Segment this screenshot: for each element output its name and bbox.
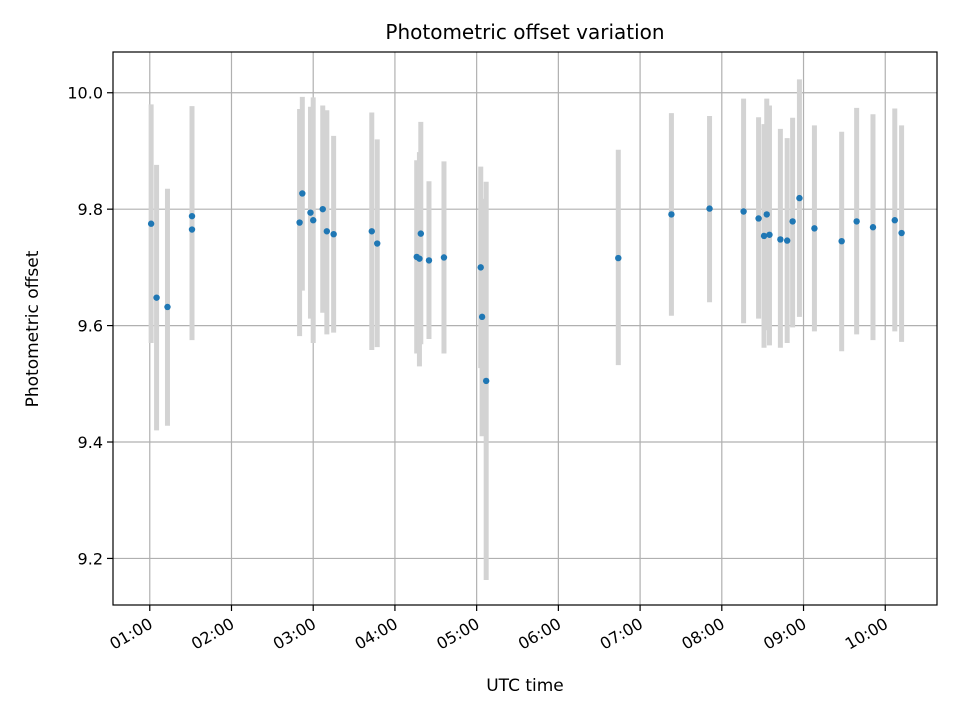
data-point [416,255,423,262]
chart-title: Photometric offset variation [385,20,664,44]
data-point [299,190,306,197]
data-point [477,264,484,271]
x-axis-title: UTC time [486,676,564,696]
data-point [482,377,490,385]
data-points [147,190,905,385]
plot-frame [112,51,938,606]
data-point [307,209,314,216]
data-point [153,294,160,301]
data-point [374,240,381,247]
y-axis-title: Photometric offset [23,250,43,407]
data-point [440,254,448,261]
data-point [323,228,331,235]
data-point [838,237,845,245]
data-point [147,220,155,227]
data-point [706,205,713,212]
y-tick-label: 9.2 [78,549,103,568]
data-point [188,226,196,233]
data-point [164,303,171,311]
data-point [796,194,803,202]
data-point [368,228,375,235]
data-point [330,230,337,238]
y-tick-label: 9.6 [78,317,103,336]
y-tick-label: 10.0 [67,84,103,103]
y-axis-ticks: 9.2 9.4 9.6 9.8 10.0 [67,84,113,568]
data-point [763,211,770,218]
data-point [766,231,773,238]
data-point [417,230,425,237]
data-point [319,205,326,213]
data-point [783,237,791,244]
data-point [615,254,622,262]
data-point [310,217,317,224]
data-point [668,211,675,218]
data-point [853,218,860,225]
data-point [777,236,784,243]
data-point [755,215,762,222]
data-point [760,232,768,240]
data-point [789,218,796,225]
data-point [898,229,905,237]
data-point [740,208,747,215]
data-point [188,212,196,220]
data-point [869,224,877,231]
data-point [811,225,818,232]
data-point [891,217,898,224]
y-tick-label: 9.4 [78,433,103,452]
data-point [296,219,303,226]
y-tick-label: 9.8 [78,200,103,219]
data-point [425,257,433,264]
data-point [478,313,486,321]
